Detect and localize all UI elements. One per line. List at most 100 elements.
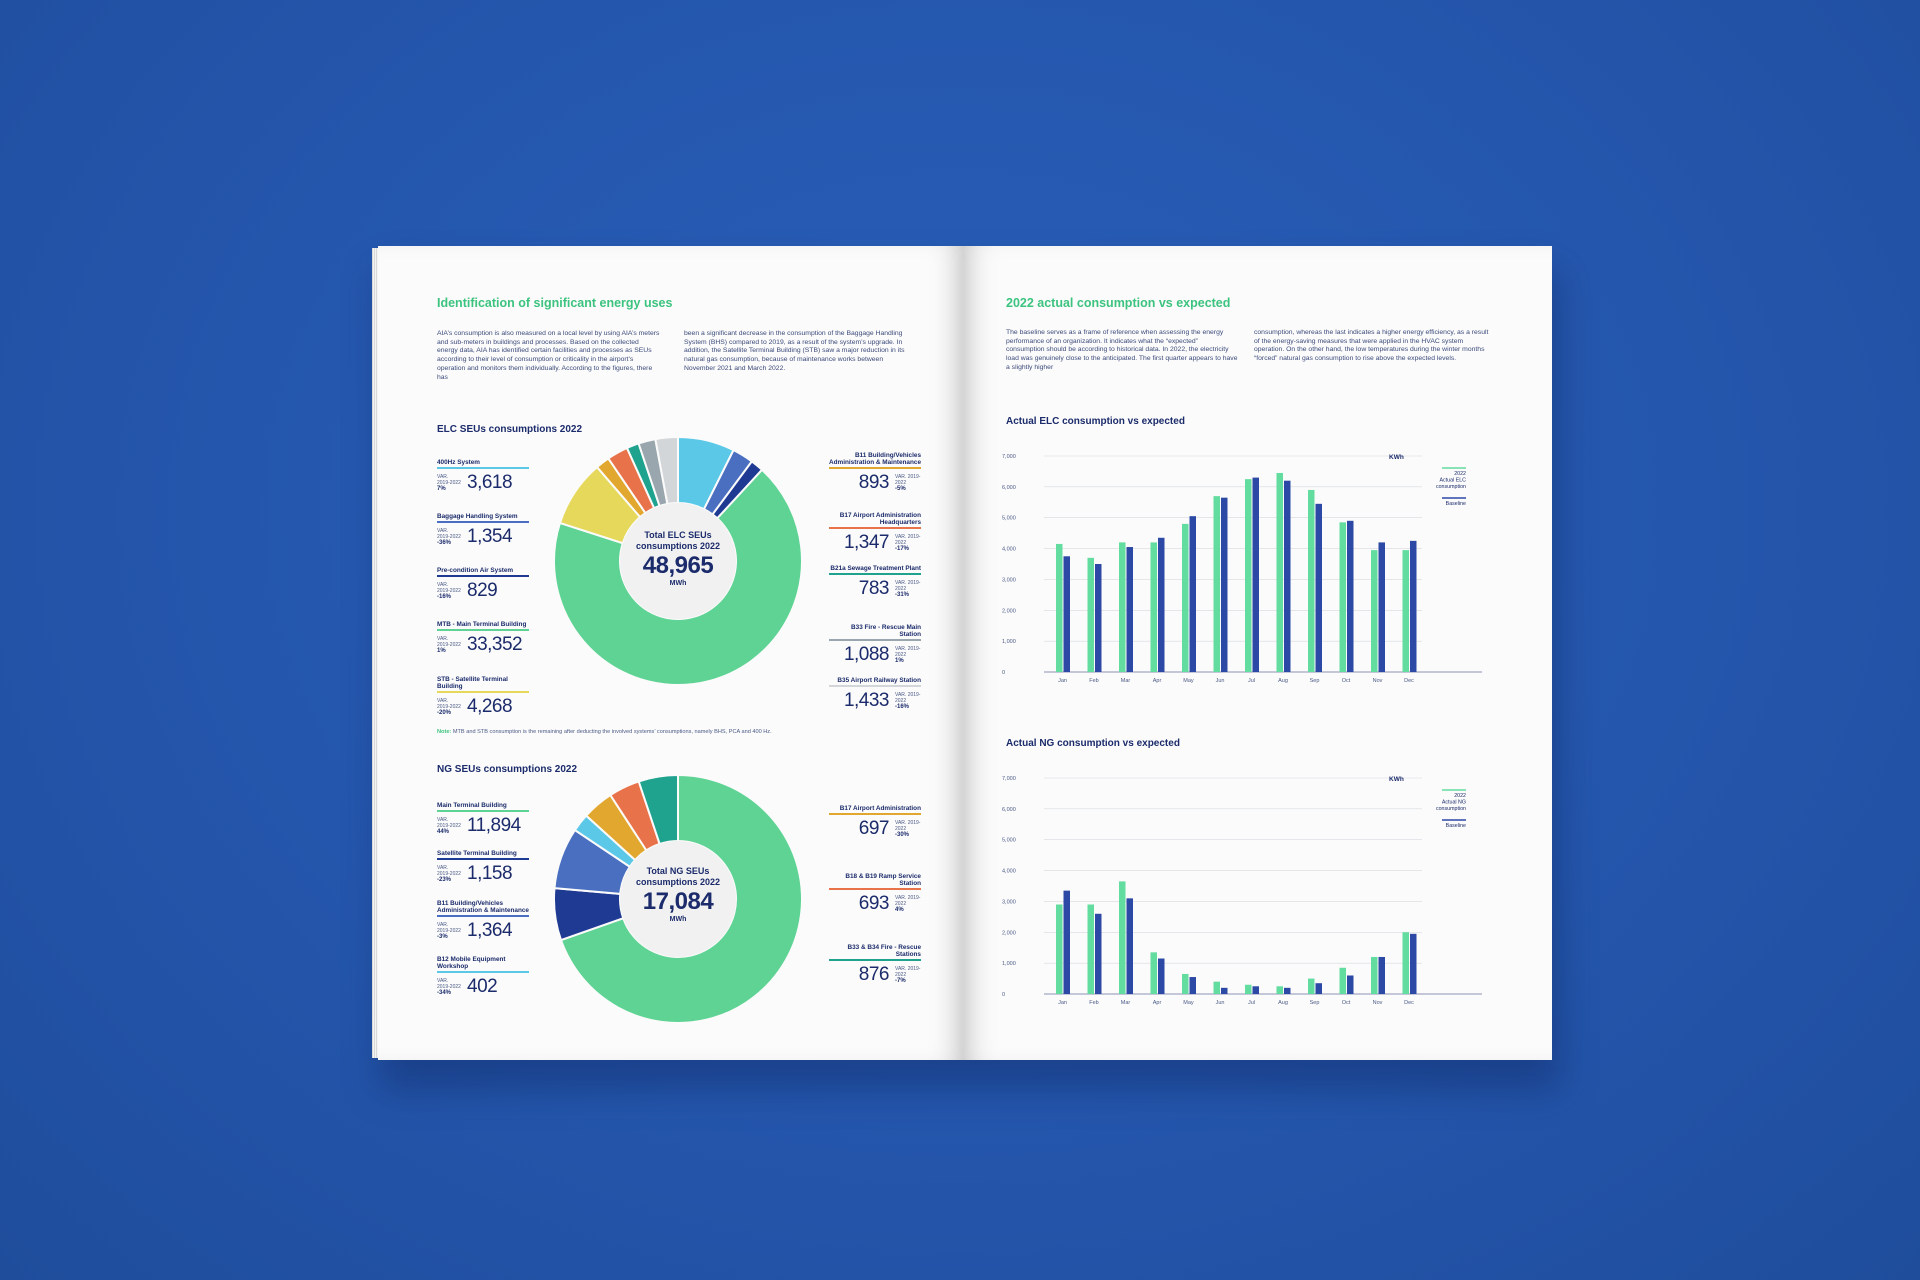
x-tick-label: Jun: [1216, 678, 1225, 684]
stat-row: 1,088 VAR. 2019-2022 1%: [829, 644, 921, 666]
x-tick-label: Sep: [1310, 678, 1320, 684]
bar-actual: [1087, 904, 1094, 994]
stat-row: VAR. 2019-2022 1% 33,352: [437, 634, 529, 656]
stat-color-line: [437, 629, 529, 631]
stat-block: B33 & B34 Fire - Rescue Stations 876 VAR. …: [829, 944, 921, 986]
var-label: VAR. 2019-2022: [437, 581, 461, 594]
stat-block: 400Hz System VAR. 2019-2022 7% 3,618: [437, 459, 529, 494]
bar-baseline: [1252, 477, 1259, 672]
x-tick-label: Dec: [1404, 678, 1414, 684]
stat-block: B12 Mobile Equipment Workshop VAR. 2019-2…: [437, 956, 529, 998]
bar-actual: [1308, 489, 1315, 672]
unit-label: KWh: [1389, 454, 1404, 461]
x-tick-label: Sep: [1310, 1000, 1320, 1006]
x-tick-label: Feb: [1089, 678, 1098, 684]
x-tick-label: Oct: [1342, 1000, 1351, 1006]
bar-actual: [1213, 981, 1220, 994]
bar-baseline: [1410, 933, 1417, 994]
var-percent: 4%: [895, 906, 904, 913]
y-tick-label: 2,000: [1002, 930, 1016, 936]
var-label: VAR. 2019-2022: [895, 579, 921, 592]
bar-actual: [1276, 986, 1283, 994]
stat-value: 1,354: [467, 525, 513, 547]
elc-section-title: ELC SEUs consumptions 2022: [437, 424, 583, 435]
stat-color-line: [829, 573, 921, 575]
stat-variation: VAR. 2019-2022 -31%: [895, 580, 921, 598]
stat-color-line: [437, 915, 529, 917]
stat-value: 697: [858, 817, 890, 839]
ng-bar-chart: 0 1,000 2,000 3,000 4,000 5,000 6,000 7,000 KWh J…: [1002, 776, 1482, 1006]
var-label: VAR. 2019-2022: [895, 965, 921, 978]
bar-actual: [1056, 543, 1063, 672]
bar-baseline: [1095, 564, 1102, 672]
bar-baseline: [1410, 540, 1417, 672]
elc-total-unit: MWh: [669, 580, 687, 587]
var-percent: -7%: [895, 977, 906, 984]
stat-block: B35 Airport Railway Station 1,433 VAR. 201…: [829, 677, 921, 712]
y-tick-label: 7,000: [1002, 454, 1016, 460]
stat-row: 876 VAR. 2019-2022 -7%: [829, 964, 921, 986]
stat-label: Main Terminal Building: [437, 802, 507, 809]
bar-baseline: [1189, 977, 1196, 994]
bar-actual: [1213, 496, 1220, 672]
y-tick-label: 5,000: [1002, 838, 1016, 844]
var-label: VAR. 2019-2022: [437, 697, 461, 710]
var-percent: -3%: [437, 933, 448, 940]
y-tick-label: 6,000: [1002, 485, 1016, 491]
stat-row: VAR. 2019-2022 -16% 829: [437, 580, 529, 602]
var-percent: 1%: [437, 647, 446, 654]
bar-actual: [1276, 472, 1283, 672]
stat-block: B17 Airport Administration Headquarters 1…: [829, 512, 921, 554]
var-label: VAR. 2019-2022: [437, 864, 461, 877]
stat-color-line: [829, 685, 921, 687]
stat-variation: VAR. 2019-2022 -16%: [437, 582, 461, 600]
bar-baseline: [1315, 983, 1322, 994]
x-tick-label: Feb: [1089, 1000, 1098, 1006]
stat-label: STB - Satellite Terminal Building: [437, 676, 508, 690]
elc-donut-chart: [554, 437, 802, 685]
unit-label: KWh: [1389, 776, 1404, 783]
var-percent: -20%: [437, 709, 452, 716]
bar-actual: [1402, 932, 1409, 994]
legend-label-baseline: Baseline: [1446, 501, 1466, 507]
var-percent: -31%: [895, 591, 910, 598]
x-tick-label: May: [1183, 678, 1194, 684]
bar-baseline: [1189, 516, 1196, 672]
ng-section-title: NG SEUs consumptions 2022: [437, 764, 578, 775]
var-label: VAR. 2019-2022: [437, 977, 461, 990]
var-percent: -36%: [437, 539, 452, 546]
stat-label: Pre-condition Air System: [437, 567, 514, 574]
bar-baseline: [1063, 556, 1070, 672]
bar-baseline: [1378, 956, 1385, 994]
ng-donut-chart: [554, 775, 802, 1023]
elc-donut-center: Total ELC SEUs consumptions 2022 48,965 …: [618, 530, 738, 587]
var-percent: -5%: [895, 485, 906, 492]
stat-block: B18 & B19 Ramp Service Station 693 VAR. 20…: [829, 873, 921, 915]
stat-row: VAR. 2019-2022 -23% 1,158: [437, 863, 529, 885]
stat-variation: VAR. 2019-2022 -36%: [437, 528, 461, 546]
stat-variation: VAR. 2019-2022 -16%: [895, 692, 921, 710]
stat-color-line: [829, 639, 921, 641]
stat-variation: VAR. 2019-2022 7%: [437, 474, 461, 492]
stat-variation: VAR. 2019-2022 -5%: [895, 474, 921, 492]
stat-value: 3,618: [467, 471, 513, 493]
stat-color-line: [829, 888, 921, 890]
stat-value: 693: [858, 892, 890, 914]
stat-label: Satellite Terminal Building: [437, 850, 517, 857]
stat-variation: VAR. 2019-2022 -3%: [437, 922, 461, 940]
stat-row: VAR. 2019-2022 44% 11,894: [437, 815, 529, 837]
stat-color-line: [437, 575, 529, 577]
legend-label-baseline: Baseline: [1446, 823, 1466, 829]
elc-bar-chart-title: Actual ELC consumption vs expected: [1006, 416, 1185, 427]
bar-baseline: [1158, 537, 1165, 672]
bar-baseline: [1378, 542, 1385, 672]
stat-variation: VAR. 2019-2022 -7%: [895, 966, 921, 984]
stat-color-line: [437, 858, 529, 860]
stat-label: B12 Mobile Equipment Workshop: [437, 956, 506, 970]
stat-color-line: [437, 691, 529, 693]
bar-actual: [1150, 542, 1157, 672]
stat-value: 1,158: [467, 862, 513, 884]
x-tick-label: Nov: [1373, 1000, 1383, 1006]
var-percent: -16%: [895, 703, 910, 710]
stat-variation: VAR. 2019-2022 -23%: [437, 865, 461, 883]
